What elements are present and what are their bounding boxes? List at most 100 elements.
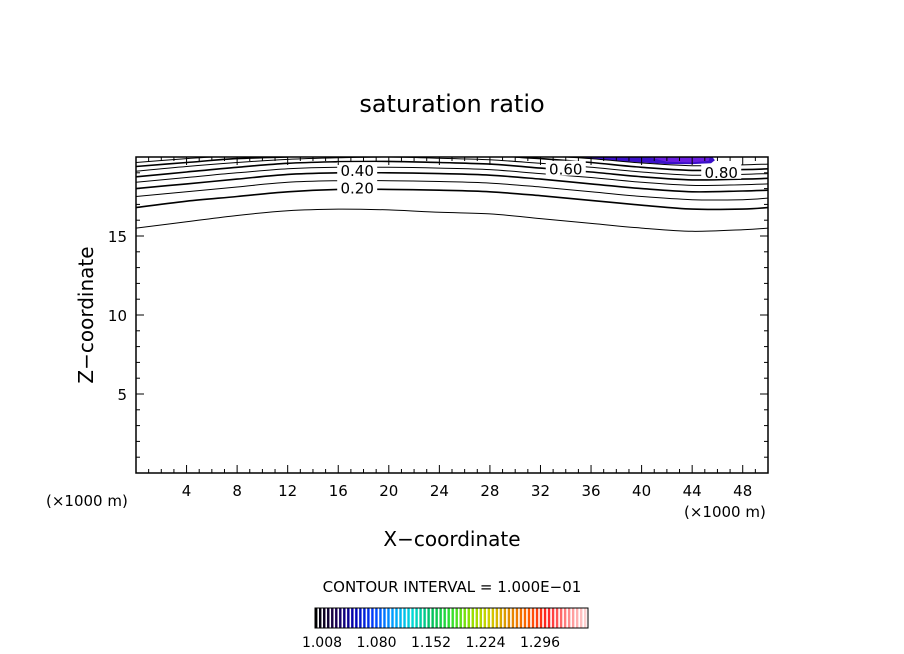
colorbar-stripe [387,608,390,628]
colorbar-stripe [559,608,563,628]
x-axis-label: X−coordinate [383,527,520,551]
colorbar-stripe [363,608,366,628]
colorbar-tick-label: 1.008 [302,635,342,651]
x-unit-right: (×1000 m) [684,503,766,521]
colorbar-tick-label: 1.296 [520,635,560,651]
colorbar-stripe [439,608,442,628]
x-tick-label: 44 [683,482,702,500]
contour-lines [136,157,768,232]
colorbar-stripe [483,608,487,628]
chart-title: saturation ratio [359,90,544,118]
contour-line-0 [136,208,768,232]
y-tick-label: 15 [108,228,127,246]
colorbar-stripe [555,608,559,628]
x-tick-label: 12 [278,482,297,500]
colorbar-stripe [403,608,406,628]
x-tick-label: 48 [733,482,752,500]
colorbar-stripe [551,608,555,628]
colorbar-stripe [451,608,454,628]
colorbar-stripe [391,608,394,628]
colorbar-stripe [563,608,567,628]
x-tick-label: 4 [182,482,192,500]
x-tick-label: 32 [531,482,550,500]
contour-label-3: 0.80 [705,164,738,182]
contour-line-5 [136,160,768,181]
contour-label-bg-3 [701,163,742,179]
colorbar-stripe [407,608,410,628]
colorbar-stripe [531,608,535,628]
x-tick-label: 20 [379,482,398,500]
colorbar-stripe [343,608,346,628]
colorbar-stripe [351,608,354,628]
x-tick-label: 28 [480,482,499,500]
shaded-region-1 [647,157,710,163]
contour-line-2 [136,180,768,201]
colorbar-stripe [315,608,318,628]
plot-frame [135,156,769,474]
colorbar-stripe [459,608,462,628]
colorbar-stripe [471,608,474,628]
colorbar-stripe [359,608,362,628]
x-tick-label: 8 [232,482,242,500]
colorbar-stripe [435,608,438,628]
colorbar-tick-label: 1.152 [411,635,451,651]
colorbar-stripe [583,608,587,628]
colorbar-stripe [431,608,434,628]
colorbar [314,607,589,629]
contour-label-bg-0 [337,179,378,195]
x-ticks: 4 8 12 16 20 24 28 32 36 40 44 48 [148,157,756,500]
colorbar-stripe [319,608,322,628]
y-axis-label: Z−coordinate [74,246,98,383]
colorbar-stripe [479,608,483,628]
contour-label-bg-2 [545,160,586,176]
contour-label-1: 0.40 [340,162,373,180]
colorbar-stripe [507,608,511,628]
colorbar-stripe [411,608,414,628]
colorbar-stripe [367,608,370,628]
colorbar-stripe [491,608,495,628]
colorbar-stripe [487,608,491,628]
colorbar-frame [314,607,589,629]
colorbar-stripe [375,608,378,628]
colorbar-stripe [383,608,386,628]
x-tick-label: 40 [632,482,651,500]
colorbar-stripe [535,608,539,628]
contour-line-4 [136,166,768,186]
colorbar-stripe [423,608,426,628]
colorbar-stripe [419,608,422,628]
colorbar-stripe [455,608,458,628]
shaded-regions [578,157,715,165]
y-tick-label: 10 [108,307,127,325]
contour-labels: 0.200.40 0.60 0.80 [337,160,742,198]
colorbar-stripe [511,608,515,628]
colorbar-stripe [503,608,507,628]
x-tick-label: 36 [581,482,600,500]
x-tick-label: 24 [430,482,449,500]
colorbar-stripe [515,608,519,628]
colorbar-stripe [327,608,330,628]
colorbar-stripe [495,608,499,628]
contour-line-1 [136,188,768,211]
colorbar-stripe [523,608,527,628]
colorbar-stripe [427,608,430,628]
colorbar-stripe [547,608,551,628]
contour-line-10 [565,157,768,167]
colorbar-tick-label: 1.224 [465,635,505,651]
colorbar-stripe [575,608,579,628]
colorbar-stripe [395,608,398,628]
colorbar-stripe [399,608,402,628]
contour-line-3 [136,171,768,193]
colorbar-stripe [527,608,531,628]
colorbar-stripe [371,608,374,628]
colorbar-stripe [579,608,583,628]
colorbar-stripe [379,608,382,628]
y-tick-label: 5 [117,386,127,404]
colorbar-stripe [571,608,575,628]
colorbar-stripe [499,608,503,628]
colorbar-stripe [539,608,543,628]
colorbar-stripe [443,608,446,628]
colorbar-stripe [355,608,358,628]
colorbar-stripe [567,608,571,628]
colorbar-stripe [347,608,350,628]
